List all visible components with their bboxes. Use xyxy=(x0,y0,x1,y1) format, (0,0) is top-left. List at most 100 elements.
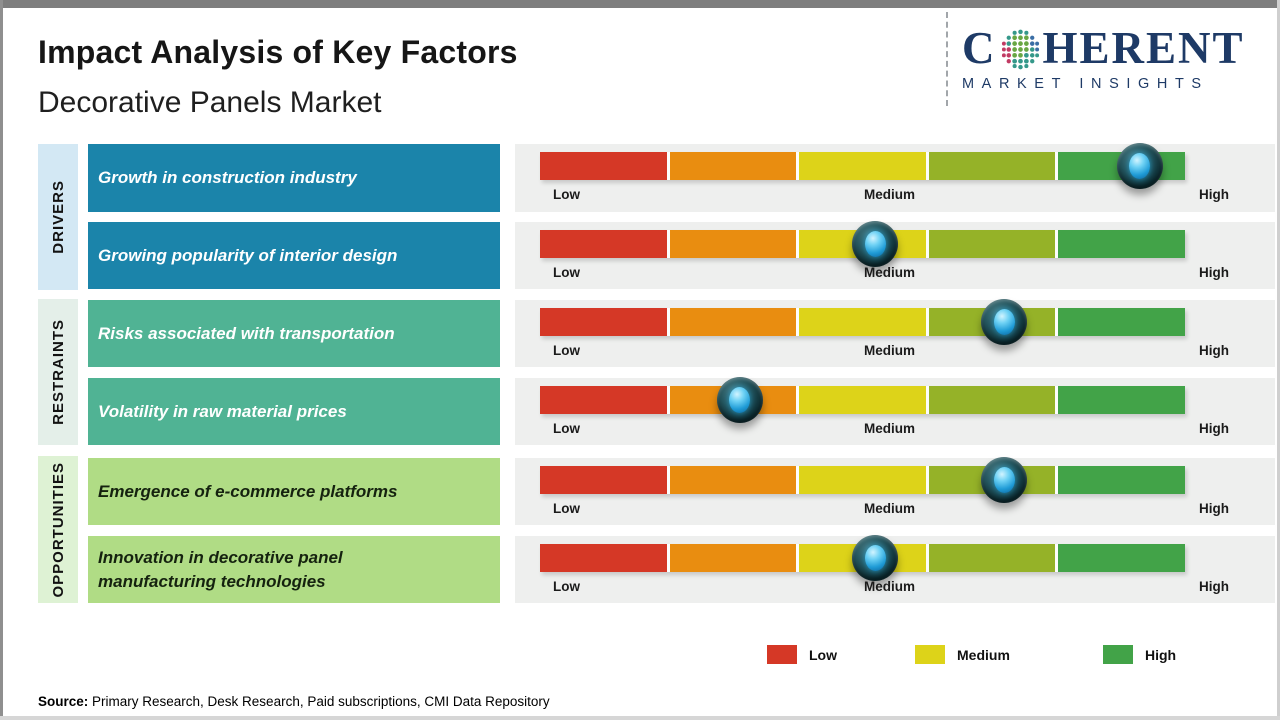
page-title: Impact Analysis of Key Factors xyxy=(38,34,518,70)
category-sidebar-opportunities: OPPORTUNITIES xyxy=(38,456,78,603)
bar-segment-green xyxy=(1058,544,1185,572)
bar-segment-yellow xyxy=(799,308,926,336)
factor-label-4: Volatility in raw material prices xyxy=(98,401,347,421)
scale-label-high: High xyxy=(1198,579,1229,594)
factor-box-6: Innovation in decorative panel manufactu… xyxy=(88,536,500,603)
scale-label-high: High xyxy=(1198,187,1229,202)
scale-label-medium: Medium xyxy=(863,343,915,358)
logo-divider xyxy=(946,12,948,106)
impact-marker-core xyxy=(864,545,886,571)
impact-row-3: Low Medium High xyxy=(515,299,1275,367)
factor-box-2: Growing popularity of interior design xyxy=(88,222,500,289)
impact-marker xyxy=(716,377,763,423)
bar-segment-yellow xyxy=(799,386,926,414)
impact-marker-core xyxy=(864,231,886,257)
impact-marker xyxy=(1116,143,1163,189)
impact-scale-bar xyxy=(540,535,1185,581)
scale-label-high: High xyxy=(1198,421,1229,436)
bar-segment-orange xyxy=(669,152,797,180)
source-label: Source: xyxy=(38,694,89,709)
legend-swatch-low xyxy=(767,645,797,664)
scale-label-medium: Medium xyxy=(863,579,915,594)
impact-row-4: Low Medium High xyxy=(515,377,1275,445)
factor-label-6: Innovation in decorative panel manufactu… xyxy=(98,547,343,591)
category-label-restraints: RESTRAINTS xyxy=(49,319,67,425)
impact-row-6: Low Medium High xyxy=(515,535,1275,603)
bar-segment-red xyxy=(540,466,667,494)
scale-label-low: Low xyxy=(553,187,580,202)
scale-labels: Low Medium High xyxy=(553,265,1229,280)
scale-label-low: Low xyxy=(553,265,580,280)
scale-label-low: Low xyxy=(553,501,580,516)
category-label-drivers: DRIVERS xyxy=(49,180,67,254)
source-text: Primary Research, Desk Research, Paid su… xyxy=(88,694,550,709)
bar-segment-red xyxy=(540,152,667,180)
impact-marker-core xyxy=(1129,153,1151,179)
bar-segment-yellow xyxy=(799,466,926,494)
page-subtitle: Decorative Panels Market xyxy=(38,86,382,119)
legend-label-low: Low xyxy=(809,646,837,663)
bar-segment-green xyxy=(1058,230,1185,258)
legend-item-high: High xyxy=(1103,645,1176,664)
legend-item-low: Low xyxy=(767,645,837,664)
category-sidebar-restraints: RESTRAINTS xyxy=(38,299,78,445)
impact-scale-bar xyxy=(540,377,1185,423)
factor-label-5: Emergence of e-commerce platforms xyxy=(98,481,398,501)
frame-right xyxy=(1277,0,1280,720)
brand-logo: C HERENT MARKET INSIGHTS xyxy=(962,26,1262,93)
bar-segment-red xyxy=(540,230,667,258)
legend-item-medium: Medium xyxy=(915,645,1010,664)
scale-labels: Low Medium High xyxy=(553,501,1229,516)
impact-marker xyxy=(852,535,899,581)
scale-label-high: High xyxy=(1198,265,1229,280)
logo-word-end: HERENT xyxy=(1042,23,1245,73)
legend: Low Medium High xyxy=(767,645,1237,667)
bar-segment-orange xyxy=(669,230,797,258)
factor-label-1: Growth in construction industry xyxy=(98,168,357,188)
scale-label-high: High xyxy=(1198,343,1229,358)
logo-word-start: C xyxy=(962,23,997,73)
impact-marker xyxy=(981,299,1028,345)
factor-label-3: Risks associated with transportation xyxy=(98,323,395,343)
impact-marker xyxy=(852,221,899,267)
impact-marker-core xyxy=(993,467,1015,493)
bar-segment-orange xyxy=(669,466,797,494)
category-label-opportunities: OPPORTUNITIES xyxy=(49,461,67,598)
impact-row-5: Low Medium High xyxy=(515,457,1275,525)
scale-label-low: Low xyxy=(553,421,580,436)
factor-box-5: Emergence of e-commerce platforms xyxy=(88,458,500,525)
legend-swatch-medium xyxy=(915,645,945,664)
scale-labels: Low Medium High xyxy=(553,187,1229,202)
bar-segment-green xyxy=(1058,466,1185,494)
scale-label-low: Low xyxy=(553,343,580,358)
source-line: Source: Primary Research, Desk Research,… xyxy=(38,694,550,709)
frame-bottom xyxy=(0,716,1280,720)
bar-segment-olive xyxy=(928,152,1056,180)
scale-label-medium: Medium xyxy=(863,187,915,202)
bar-segment-green xyxy=(1058,386,1185,414)
logo-wordmark: C HERENT xyxy=(962,26,1262,71)
logo-subtext: MARKET INSIGHTS xyxy=(962,76,1209,92)
factor-box-3: Risks associated with transportation xyxy=(88,300,500,367)
scale-labels: Low Medium High xyxy=(553,579,1229,594)
impact-marker-core xyxy=(729,387,751,413)
bar-segment-olive xyxy=(928,230,1056,258)
impact-row-2: Low Medium High xyxy=(515,221,1275,289)
bar-segment-green xyxy=(1058,308,1185,336)
bar-segment-red xyxy=(540,386,667,414)
factor-box-4: Volatility in raw material prices xyxy=(88,378,500,445)
bar-segment-orange xyxy=(669,544,797,572)
factor-label-2: Growing popularity of interior design xyxy=(98,245,398,265)
scale-label-high: High xyxy=(1198,501,1229,516)
bar-segment-yellow xyxy=(799,152,926,180)
scale-label-medium: Medium xyxy=(863,501,915,516)
category-sidebar-drivers: DRIVERS xyxy=(38,144,78,290)
frame-top xyxy=(0,0,1280,8)
bar-segment-olive xyxy=(928,386,1056,414)
impact-scale-bar xyxy=(540,299,1185,345)
legend-swatch-high xyxy=(1103,645,1133,664)
scale-labels: Low Medium High xyxy=(553,421,1229,436)
scale-label-low: Low xyxy=(553,579,580,594)
impact-scale-bar xyxy=(540,143,1185,189)
